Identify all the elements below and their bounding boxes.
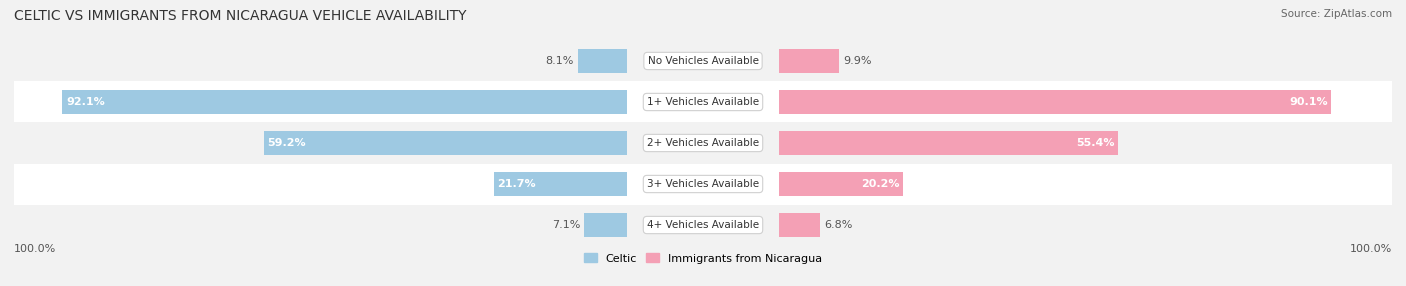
Text: 4+ Vehicles Available: 4+ Vehicles Available bbox=[647, 220, 759, 230]
Text: Source: ZipAtlas.com: Source: ZipAtlas.com bbox=[1281, 9, 1392, 19]
Bar bbox=[14, 164, 1392, 204]
Text: 7.1%: 7.1% bbox=[553, 220, 581, 230]
Bar bbox=[14, 82, 1392, 122]
Text: 20.2%: 20.2% bbox=[860, 179, 900, 189]
Text: 3+ Vehicles Available: 3+ Vehicles Available bbox=[647, 179, 759, 189]
Bar bbox=[14, 122, 1392, 164]
Bar bbox=[583, 213, 627, 237]
Bar bbox=[578, 49, 627, 73]
Bar bbox=[14, 204, 1392, 245]
Bar bbox=[779, 90, 1331, 114]
Bar bbox=[779, 213, 821, 237]
Text: 2+ Vehicles Available: 2+ Vehicles Available bbox=[647, 138, 759, 148]
Text: No Vehicles Available: No Vehicles Available bbox=[648, 56, 758, 66]
Text: 100.0%: 100.0% bbox=[14, 244, 56, 254]
Text: 59.2%: 59.2% bbox=[267, 138, 307, 148]
Text: CELTIC VS IMMIGRANTS FROM NICARAGUA VEHICLE AVAILABILITY: CELTIC VS IMMIGRANTS FROM NICARAGUA VEHI… bbox=[14, 9, 467, 23]
Text: 9.9%: 9.9% bbox=[844, 56, 872, 66]
Bar bbox=[779, 131, 1118, 155]
Bar bbox=[494, 172, 627, 196]
Text: 21.7%: 21.7% bbox=[498, 179, 536, 189]
Text: 100.0%: 100.0% bbox=[1350, 244, 1392, 254]
Text: 90.1%: 90.1% bbox=[1289, 97, 1327, 107]
Text: 1+ Vehicles Available: 1+ Vehicles Available bbox=[647, 97, 759, 107]
Text: 6.8%: 6.8% bbox=[824, 220, 852, 230]
Bar bbox=[264, 131, 627, 155]
Bar bbox=[779, 49, 839, 73]
Text: 8.1%: 8.1% bbox=[546, 56, 574, 66]
Text: 55.4%: 55.4% bbox=[1077, 138, 1115, 148]
Bar bbox=[779, 172, 903, 196]
Bar bbox=[14, 41, 1392, 82]
Bar bbox=[62, 90, 627, 114]
Text: 92.1%: 92.1% bbox=[66, 97, 104, 107]
Legend: Celtic, Immigrants from Nicaragua: Celtic, Immigrants from Nicaragua bbox=[583, 253, 823, 263]
